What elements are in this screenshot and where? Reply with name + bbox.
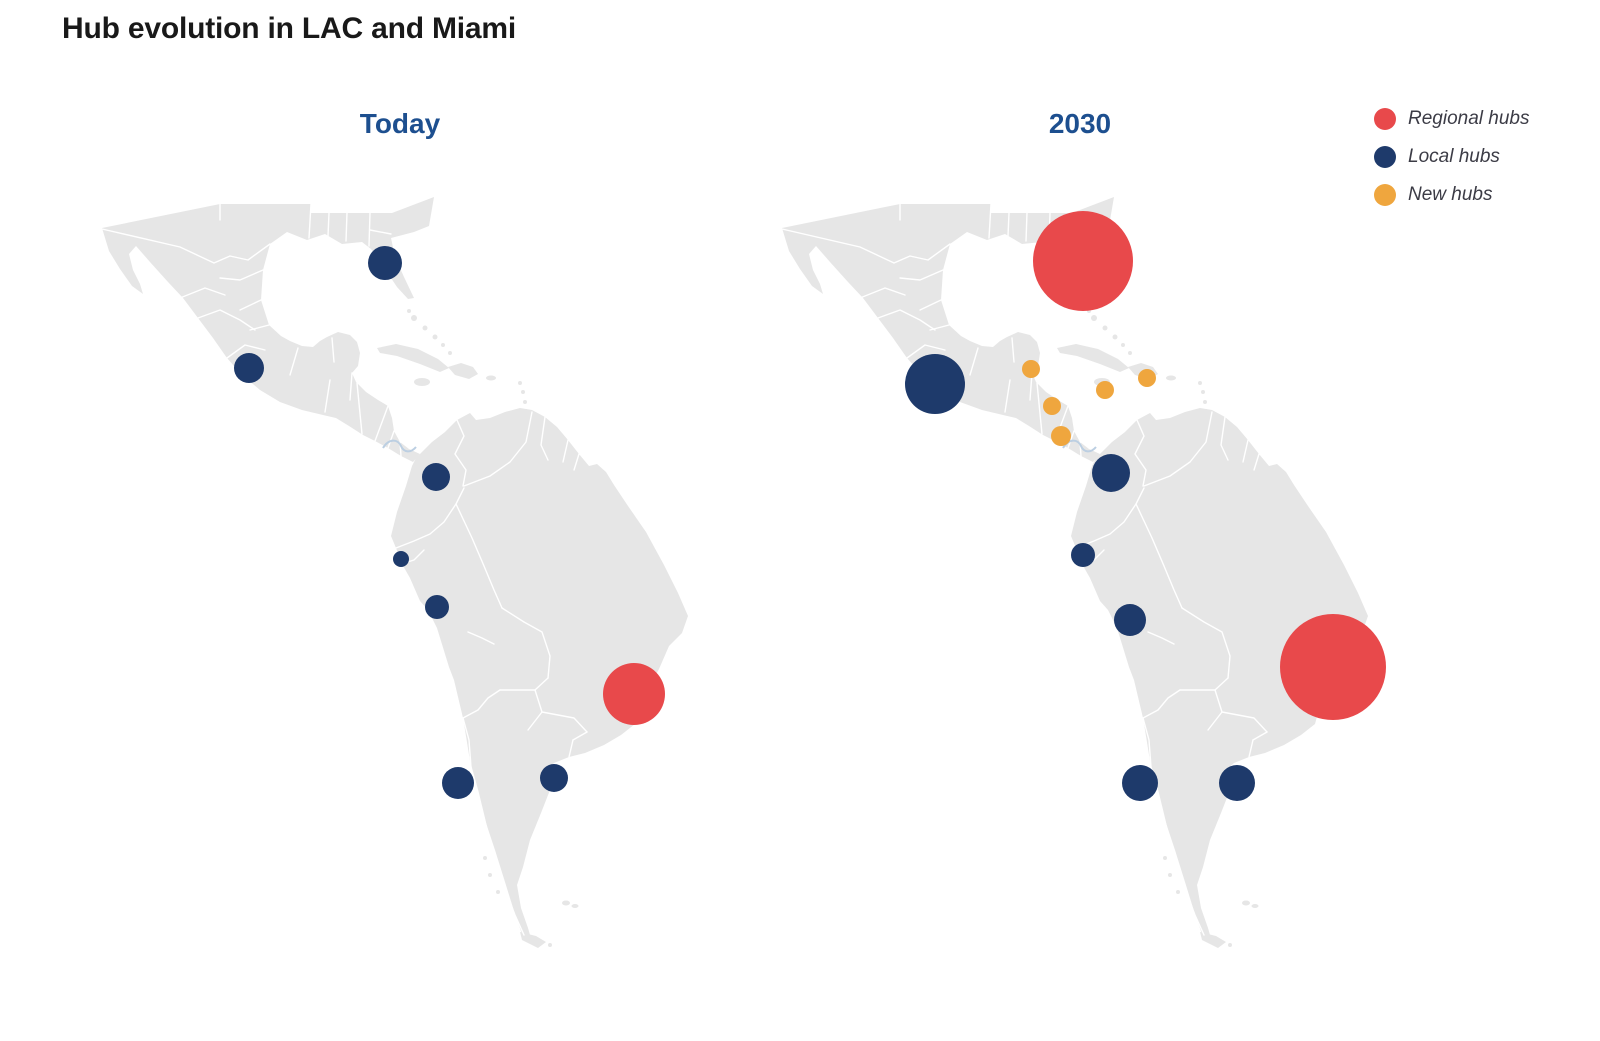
- new-hub-dot-icon: [1374, 184, 1396, 206]
- lac-map-today: [101, 196, 689, 949]
- hub-layer-today: [234, 246, 665, 799]
- hub-marker-local: [1219, 765, 1255, 801]
- hub-marker-local: [1092, 454, 1130, 492]
- hub-marker-local: [422, 463, 450, 491]
- panel-2030: 2030: [760, 0, 1400, 970]
- hub-marker-regional: [603, 663, 665, 725]
- legend: Regional hubs Local hubs New hubs: [1374, 106, 1529, 220]
- hub-marker-regional: [1280, 614, 1386, 720]
- hub-marker-local: [1114, 604, 1146, 636]
- regional-hub-dot-icon: [1374, 108, 1396, 130]
- hub-marker-local: [425, 595, 449, 619]
- local-hub-dot-icon: [1374, 146, 1396, 168]
- hub-marker-regional: [1033, 211, 1133, 311]
- chart-title: Hub evolution in LAC and Miami: [62, 12, 516, 45]
- hub-marker-new: [1043, 397, 1061, 415]
- panel-label-today: Today: [359, 108, 441, 139]
- hub-marker-new: [1138, 369, 1156, 387]
- hub-marker-new: [1051, 426, 1071, 446]
- hub-marker-new: [1022, 360, 1040, 378]
- legend-item-regional-hubs: Regional hubs: [1374, 106, 1529, 132]
- hub-layer-2030: [905, 211, 1386, 801]
- hub-marker-local: [540, 764, 568, 792]
- hub-marker-local: [1122, 765, 1158, 801]
- legend-label-regional: Regional hubs: [1408, 108, 1530, 129]
- hub-marker-local: [368, 246, 402, 280]
- panel-today: Today: [80, 0, 720, 970]
- legend-item-new-hubs: New hubs: [1374, 182, 1529, 208]
- legend-item-local-hubs: Local hubs: [1374, 144, 1529, 170]
- legend-label-local: Local hubs: [1408, 146, 1500, 167]
- hub-marker-new: [1096, 381, 1114, 399]
- panel-label-2030: 2030: [1048, 108, 1112, 139]
- legend-label-new: New hubs: [1408, 184, 1493, 205]
- lac-map-2030: [781, 196, 1386, 949]
- hub-marker-local: [393, 551, 409, 567]
- hub-marker-local: [1071, 543, 1095, 567]
- hub-marker-local: [442, 767, 474, 799]
- hub-marker-local: [905, 354, 965, 414]
- hub-marker-local: [234, 353, 264, 383]
